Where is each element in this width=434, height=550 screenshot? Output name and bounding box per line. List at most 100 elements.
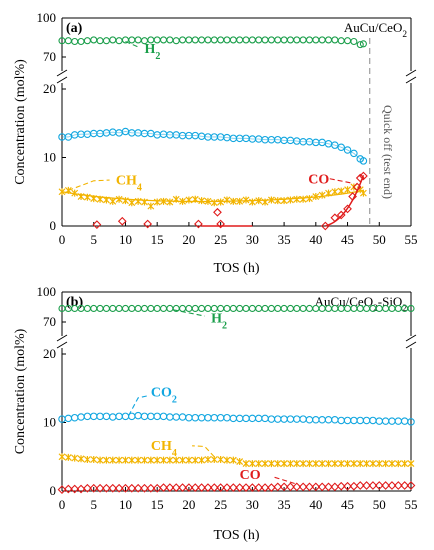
data-point-co2 xyxy=(356,416,364,425)
data-point-h2 xyxy=(204,304,212,313)
x-tick-label: 50 xyxy=(373,497,386,512)
data-point-co2 xyxy=(337,416,345,425)
data-point-co2 xyxy=(102,412,111,421)
data-point-h2 xyxy=(286,36,294,44)
data-point-ch4 xyxy=(160,456,167,464)
data-point-co2 xyxy=(223,413,231,422)
data-point-h2 xyxy=(90,36,98,44)
data-point-co xyxy=(393,481,403,490)
data-point-h2 xyxy=(179,36,187,44)
data-point-ch4 xyxy=(369,460,377,468)
x-tick-label: 25 xyxy=(214,497,227,512)
data-point-h2 xyxy=(204,36,212,44)
data-point-ch4 xyxy=(325,460,332,468)
x-axis-title: TOS (h) xyxy=(213,528,259,543)
data-point-ch4 xyxy=(356,460,364,468)
data-point-co xyxy=(152,483,162,493)
series-label-ch4: CH4 xyxy=(151,439,177,459)
data-point-ch4 xyxy=(83,455,91,463)
catalyst-label: AuCu/CeO2 xyxy=(344,20,408,40)
data-point-co xyxy=(292,482,302,492)
data-point-co2 xyxy=(359,157,368,165)
data-point-co xyxy=(184,483,194,492)
data-point-h2 xyxy=(64,37,72,45)
series-h2: H2 xyxy=(58,36,367,61)
data-point-h2 xyxy=(305,36,314,44)
data-point-ch4 xyxy=(185,456,193,464)
data-point-co2 xyxy=(350,149,358,158)
data-point-co xyxy=(89,483,99,493)
data-point-ch4 xyxy=(407,460,415,468)
data-point-h2 xyxy=(293,304,301,313)
data-point-co xyxy=(355,481,365,490)
data-point-ch4 xyxy=(210,199,218,207)
data-point-co2 xyxy=(248,414,257,423)
data-point-co2 xyxy=(121,412,130,421)
data-point-co2 xyxy=(254,414,263,423)
data-point-h2 xyxy=(286,304,294,313)
data-point-co xyxy=(171,483,181,492)
data-point-co2 xyxy=(172,413,180,421)
data-point-co xyxy=(121,483,130,493)
panel-label: (b) xyxy=(66,295,83,310)
data-point-co xyxy=(146,483,156,493)
y-tick-label: 100 xyxy=(37,284,57,299)
data-point-h2 xyxy=(299,304,307,313)
data-point-co2 xyxy=(343,146,352,154)
data-point-ch4 xyxy=(261,460,269,468)
data-point-co xyxy=(222,483,232,492)
data-point-ch4 xyxy=(210,455,218,463)
data-point-h2 xyxy=(121,304,130,313)
data-point-h2 xyxy=(255,36,263,44)
data-point-co xyxy=(92,220,102,230)
data-point-ch4 xyxy=(185,196,193,204)
panel-label: (a) xyxy=(66,21,83,36)
data-point-co2 xyxy=(273,415,282,423)
data-point-co2 xyxy=(299,415,307,423)
data-point-ch4 xyxy=(375,460,383,468)
data-point-h2 xyxy=(312,36,320,44)
data-point-co xyxy=(247,483,257,492)
data-point-h2 xyxy=(255,304,263,313)
data-point-ch4 xyxy=(248,460,256,468)
x-tick-label: 55 xyxy=(405,232,418,247)
x-tick-label: 35 xyxy=(278,497,291,512)
data-point-co2 xyxy=(166,413,174,421)
x-tick-label: 35 xyxy=(278,232,291,247)
x-tick-label: 30 xyxy=(246,232,259,247)
data-point-h2 xyxy=(280,304,288,313)
data-point-ch4 xyxy=(350,460,358,468)
data-point-co xyxy=(279,482,289,492)
data-point-h2 xyxy=(318,36,326,44)
data-point-co xyxy=(368,481,378,490)
data-point-ch4 xyxy=(287,460,294,468)
data-point-h2 xyxy=(198,36,206,44)
x-tick-label: 30 xyxy=(246,497,259,512)
data-point-ch4 xyxy=(293,460,301,468)
y-axis-title: Concentration (mol%) xyxy=(13,59,28,185)
data-point-ch4 xyxy=(331,188,339,196)
data-point-co xyxy=(298,482,308,492)
data-point-co2 xyxy=(267,415,276,423)
y-tick-label: 10 xyxy=(43,150,56,165)
y-tick-label: 0 xyxy=(50,483,57,498)
leader-line-co2 xyxy=(128,395,148,416)
x-tick-label: 0 xyxy=(59,497,66,512)
data-point-co xyxy=(267,483,276,492)
data-point-ch4 xyxy=(255,460,263,468)
data-point-co xyxy=(194,219,203,229)
x-tick-label: 45 xyxy=(341,497,354,512)
data-point-co2 xyxy=(235,414,244,423)
data-point-co2 xyxy=(115,412,123,421)
data-point-co2 xyxy=(89,412,98,421)
quick-off-annotation: Quick off (test end) xyxy=(381,105,395,199)
data-point-co2 xyxy=(286,415,295,423)
data-point-co xyxy=(273,482,283,492)
data-point-ch4 xyxy=(363,460,371,468)
data-point-h2 xyxy=(324,36,333,44)
data-point-ch4 xyxy=(306,460,313,468)
co-trend-line xyxy=(325,175,365,227)
leader-line-h2 xyxy=(172,309,205,317)
data-point-co2 xyxy=(229,414,238,423)
x-tick-label: 0 xyxy=(59,232,66,247)
